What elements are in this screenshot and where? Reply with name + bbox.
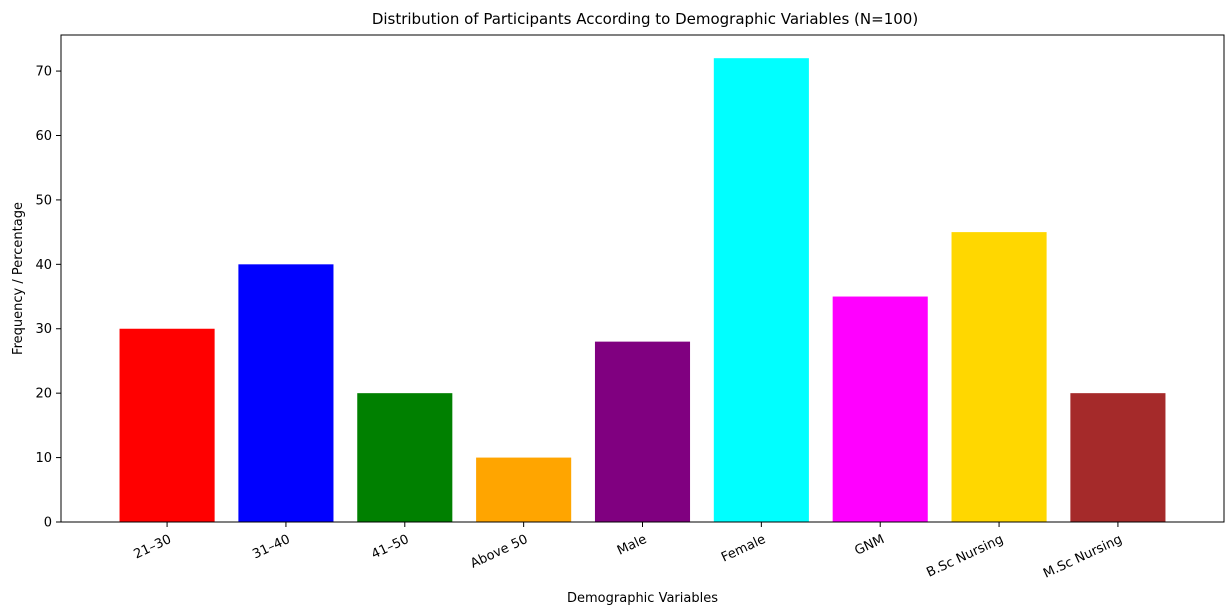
y-tick-label-4: 40: [35, 258, 52, 273]
bar-5: [713, 58, 809, 522]
x-tick-label-5: Female: [719, 532, 768, 565]
x-axis-label: Demographic Variables: [567, 591, 718, 606]
y-tick-label-2: 20: [35, 387, 52, 402]
x-tick-label-1: 31–40: [250, 532, 292, 562]
y-tick-label-5: 50: [35, 193, 52, 208]
bar-2: [357, 393, 453, 522]
bar-4: [594, 341, 691, 522]
x-tick-label-8: M.Sc Nursing: [1041, 532, 1124, 582]
bar-7: [951, 232, 1047, 522]
x-tick-label-4: Male: [615, 532, 649, 559]
y-axis-ticks: 0 10 20 30 40 50 60 70: [35, 65, 61, 531]
bar-0: [119, 328, 215, 522]
x-tick-label-7: B.Sc Nursing: [924, 532, 1005, 581]
x-tick-label-6: GNM: [852, 532, 886, 559]
bar-3: [476, 457, 572, 522]
y-tick-label-3: 30: [35, 322, 52, 337]
chart-title: Distribution of Participants According t…: [372, 10, 918, 28]
x-axis-ticks: 21–30 31–40 41–50 Above 50 Male Female GNM B.Sc…: [132, 522, 1125, 582]
y-tick-label-7: 70: [35, 65, 52, 80]
x-tick-label-2: 41–50: [369, 532, 411, 562]
x-tick-label-0: 21–30: [132, 532, 174, 562]
bar-8: [1070, 393, 1166, 522]
y-tick-label-1: 10: [35, 451, 52, 466]
axes-frame: [60, 34, 1225, 523]
y-tick-label-0: 0: [44, 516, 52, 531]
bars-layer: [119, 58, 1166, 522]
y-tick-label-6: 60: [35, 129, 52, 144]
x-tick-label-3: Above 50: [468, 532, 530, 572]
bar-1: [238, 264, 334, 522]
bar-6: [832, 296, 928, 522]
y-axis-label: Frequency / Percentage: [11, 202, 26, 355]
